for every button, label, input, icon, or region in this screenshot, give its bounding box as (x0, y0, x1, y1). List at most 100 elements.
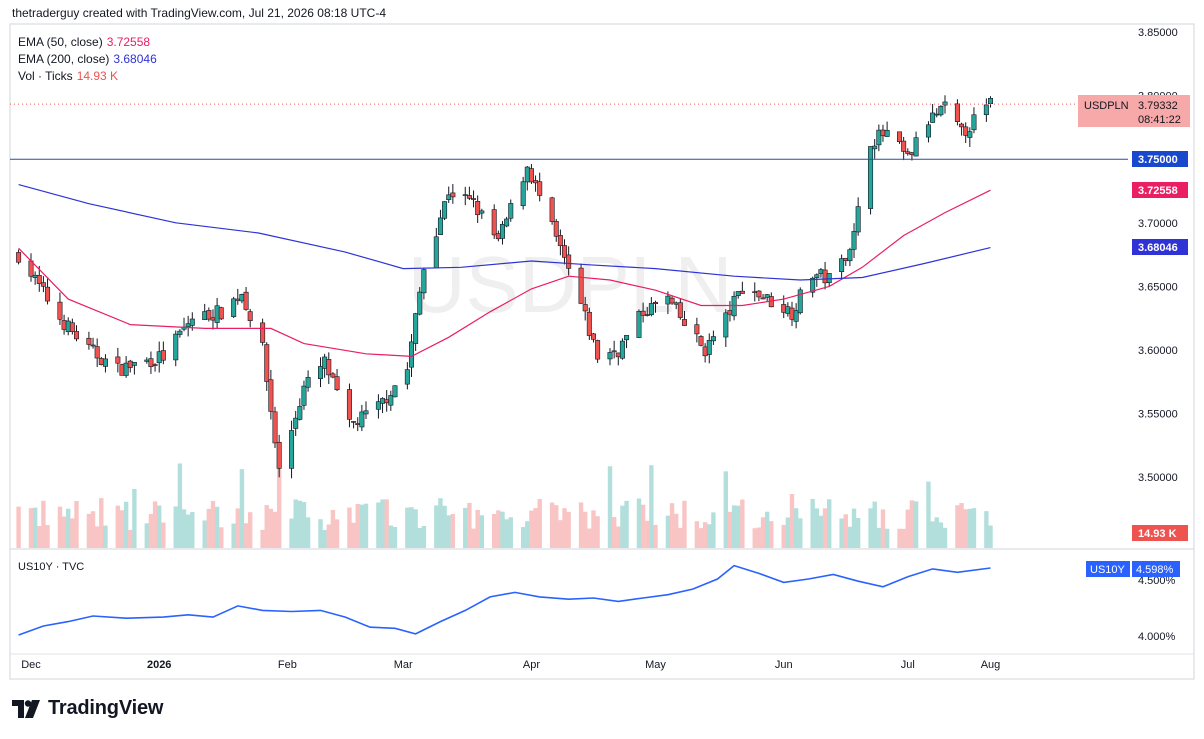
tradingview-brand-text: TradingView (48, 697, 164, 719)
volume-bar (467, 502, 472, 548)
volume-bar (239, 469, 245, 548)
candle-body (185, 323, 191, 328)
volume-bar (781, 524, 786, 548)
candle-body (380, 398, 386, 404)
candle-body (694, 324, 700, 335)
volume-bar (847, 526, 853, 548)
volume-bar (351, 522, 356, 548)
volume-bar (723, 471, 729, 548)
volume-bar (678, 527, 683, 548)
candle-body (450, 192, 456, 198)
volume-bar (57, 506, 63, 548)
volume-bar (202, 520, 207, 548)
candle-body (94, 346, 100, 359)
candle-body (404, 369, 410, 385)
volume-bar (554, 505, 559, 548)
volume-bar (421, 525, 427, 548)
volume-bar (276, 467, 282, 548)
volume-bar (818, 515, 824, 548)
candle-body (586, 311, 592, 336)
ema50-line[interactable] (18, 189, 991, 358)
volume-bar (326, 524, 331, 548)
candle-body (123, 362, 129, 376)
candle-body (727, 310, 733, 315)
candle-body (590, 333, 596, 340)
volume-bar (760, 517, 766, 548)
candle-body (57, 301, 63, 320)
candle-body (73, 331, 79, 340)
volume-bar (702, 522, 708, 548)
volume-bar (520, 527, 526, 548)
tag-ema200: 3.68046 (1138, 242, 1178, 254)
volume-bar (620, 505, 625, 548)
candle-body (499, 223, 505, 239)
volume-bar (388, 525, 394, 548)
candle-body (202, 311, 208, 321)
candle-body (148, 358, 154, 367)
candle-body (363, 410, 369, 415)
volume-bar (45, 525, 50, 548)
candle-body (855, 206, 861, 233)
volume-bar (115, 505, 121, 548)
volume-bar (727, 511, 733, 548)
candle-body (446, 194, 452, 201)
volume-bar (376, 502, 381, 548)
candle-body (909, 152, 915, 156)
volume-bar (649, 465, 654, 548)
volume-bar (814, 508, 820, 548)
volume-bar (214, 506, 220, 548)
volume-bar (785, 517, 791, 548)
legend-ema200[interactable]: EMA (200, close) 3.68046 (18, 51, 157, 68)
volume-bar (578, 502, 584, 548)
legend-ema50[interactable]: EMA (50, close) 3.72558 (18, 34, 157, 51)
volume-bar (206, 508, 212, 548)
volume-bar (988, 525, 993, 548)
candle-body (268, 379, 274, 412)
volume-bar (855, 518, 861, 548)
candle-body (938, 106, 944, 116)
time-tick: 2026 (147, 659, 171, 671)
candle-body (595, 340, 601, 360)
volume-bar (318, 519, 323, 548)
volume-bar (231, 523, 236, 548)
ema200-line[interactable] (18, 184, 991, 281)
time-tick: Jun (775, 659, 793, 671)
volume-bar (119, 510, 125, 548)
candle-body (710, 336, 716, 342)
candle-body (36, 275, 42, 284)
volume-bar (70, 518, 75, 548)
volume-bar (264, 505, 269, 548)
volume-bar (161, 522, 166, 548)
volume-bar (740, 499, 745, 548)
candle-body (156, 351, 162, 364)
candle-body (471, 198, 477, 200)
volume-bar (839, 518, 844, 548)
us10y-path[interactable] (18, 564, 991, 636)
candle-body (797, 289, 803, 314)
time-tick: May (645, 659, 666, 671)
candle-body (462, 194, 468, 196)
volume-bar (698, 528, 704, 548)
volume-bar (322, 529, 327, 548)
volume-bar (99, 498, 104, 548)
candle-body (144, 359, 150, 362)
lower-pane-title: US10Y · TVC (18, 561, 84, 573)
price-tick: 3.60000 (1138, 345, 1178, 357)
volume-bar (909, 500, 915, 548)
tradingview-logo[interactable]: TradingView (12, 697, 163, 720)
volume-bar (272, 511, 278, 548)
tag-countdown: 08:41:22 (1138, 114, 1181, 126)
volume-value: 14.93 K (76, 69, 119, 83)
tag-ema50: 3.72558 (1138, 185, 1178, 197)
volume-bar (475, 509, 480, 548)
candle-body (413, 313, 419, 344)
candle-body (781, 304, 787, 313)
candle-body (466, 195, 472, 199)
candle-body (988, 97, 994, 105)
candle-body (272, 411, 278, 444)
legend-volume[interactable]: Vol · Ticks 14.93 K (18, 68, 157, 85)
time-axis[interactable]: Dec 2026 Feb Mar Apr May Jun Jul Aug (21, 659, 1000, 671)
candle-body (247, 311, 253, 321)
volume-bar (334, 519, 340, 548)
